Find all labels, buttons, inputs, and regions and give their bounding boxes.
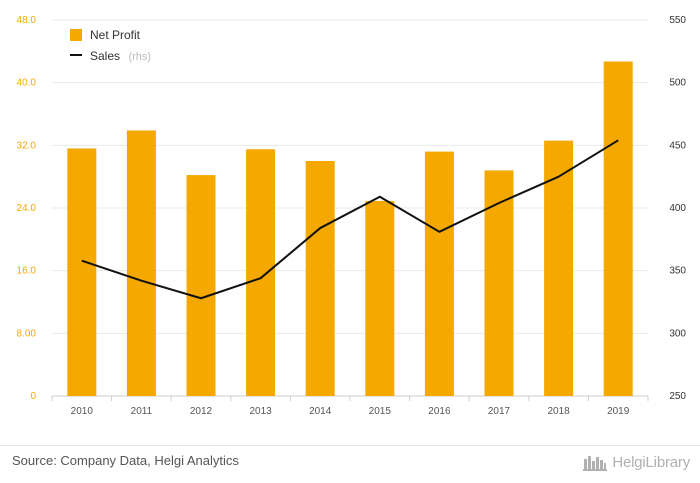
right-tick-label: 400 <box>669 203 686 214</box>
legend-label-sales-name: Sales <box>90 49 120 63</box>
x-tick-label: 2010 <box>71 406 94 417</box>
bar-net-profit-2013 <box>246 149 276 396</box>
bar-net-profit-2019 <box>603 61 633 397</box>
footer: Source: Company Data, Helgi Analytics He… <box>0 445 700 483</box>
x-tick-label: 2014 <box>309 406 332 417</box>
x-tick-label: 2016 <box>428 406 451 417</box>
sales-line-group <box>81 139 619 300</box>
brand-logo[interactable]: HelgiLibrary <box>582 450 690 474</box>
x-tick-label: 2018 <box>547 406 570 417</box>
bar-net-profit-2012 <box>186 175 216 396</box>
x-tick-label: 2019 <box>607 406 630 417</box>
bar-net-profit-2011 <box>126 130 156 396</box>
brand-name: HelgiLibrary <box>612 453 690 471</box>
x-tick-label: 2017 <box>488 406 511 417</box>
right-axis: 250 300 350 400 450 500 550 <box>669 15 686 402</box>
bar-net-profit-2018 <box>544 140 574 396</box>
left-tick-label: 16.0 <box>17 266 37 277</box>
right-tick-label: 500 <box>669 78 686 89</box>
left-tick-label: 40.0 <box>17 78 37 89</box>
x-tick-label: 2013 <box>249 406 272 417</box>
bar-net-profit-2014 <box>305 161 335 396</box>
right-tick-label: 250 <box>669 391 686 402</box>
left-tick-label: 32.0 <box>17 140 37 151</box>
footer-divider <box>0 445 700 446</box>
right-tick-label: 300 <box>669 328 686 339</box>
x-axis: 2010 2011 2012 2013 2014 2015 2016 2017 2018 2019 <box>71 406 630 417</box>
legend-swatch-net-profit <box>70 29 82 41</box>
left-tick-label: 24.0 <box>17 203 37 214</box>
bar-net-profit-2017 <box>484 170 514 396</box>
legend-label-sales: Sales (rhs) <box>90 47 151 64</box>
chart-area: 0 8.00 16.0 24.0 32.0 40.0 48.0 250 300 350 400 45… <box>17 15 687 417</box>
bar-net-profit-2010 <box>67 148 97 396</box>
left-axis: 0 8.00 16.0 24.0 32.0 40.0 48.0 <box>17 15 37 402</box>
right-tick-label: 350 <box>669 266 686 277</box>
legend: Net Profit Sales (rhs) <box>70 28 151 64</box>
combo-chart: 0 8.00 16.0 24.0 32.0 40.0 48.0 250 300 350 400 45… <box>17 15 687 417</box>
source-note: Source: Company Data, Helgi Analytics <box>12 453 239 468</box>
right-tick-label: 450 <box>669 140 686 151</box>
net-profit-bars <box>67 61 633 397</box>
library-shelf-icon <box>583 456 608 471</box>
left-tick-label: 0 <box>30 391 36 402</box>
sales-line <box>81 139 619 300</box>
left-tick-label: 48.0 <box>17 15 37 26</box>
x-tick-label: 2012 <box>190 406 213 417</box>
bar-net-profit-2015 <box>365 200 395 396</box>
legend-label-net-profit: Net Profit <box>90 28 141 42</box>
right-tick-label: 550 <box>669 15 686 26</box>
x-tick-label: 2015 <box>369 406 392 417</box>
legend-label-sales-rhs: (rhs) <box>128 51 151 63</box>
x-tick-label: 2011 <box>131 406 153 417</box>
left-tick-label: 8.00 <box>17 328 37 339</box>
bar-net-profit-2016 <box>424 151 454 396</box>
